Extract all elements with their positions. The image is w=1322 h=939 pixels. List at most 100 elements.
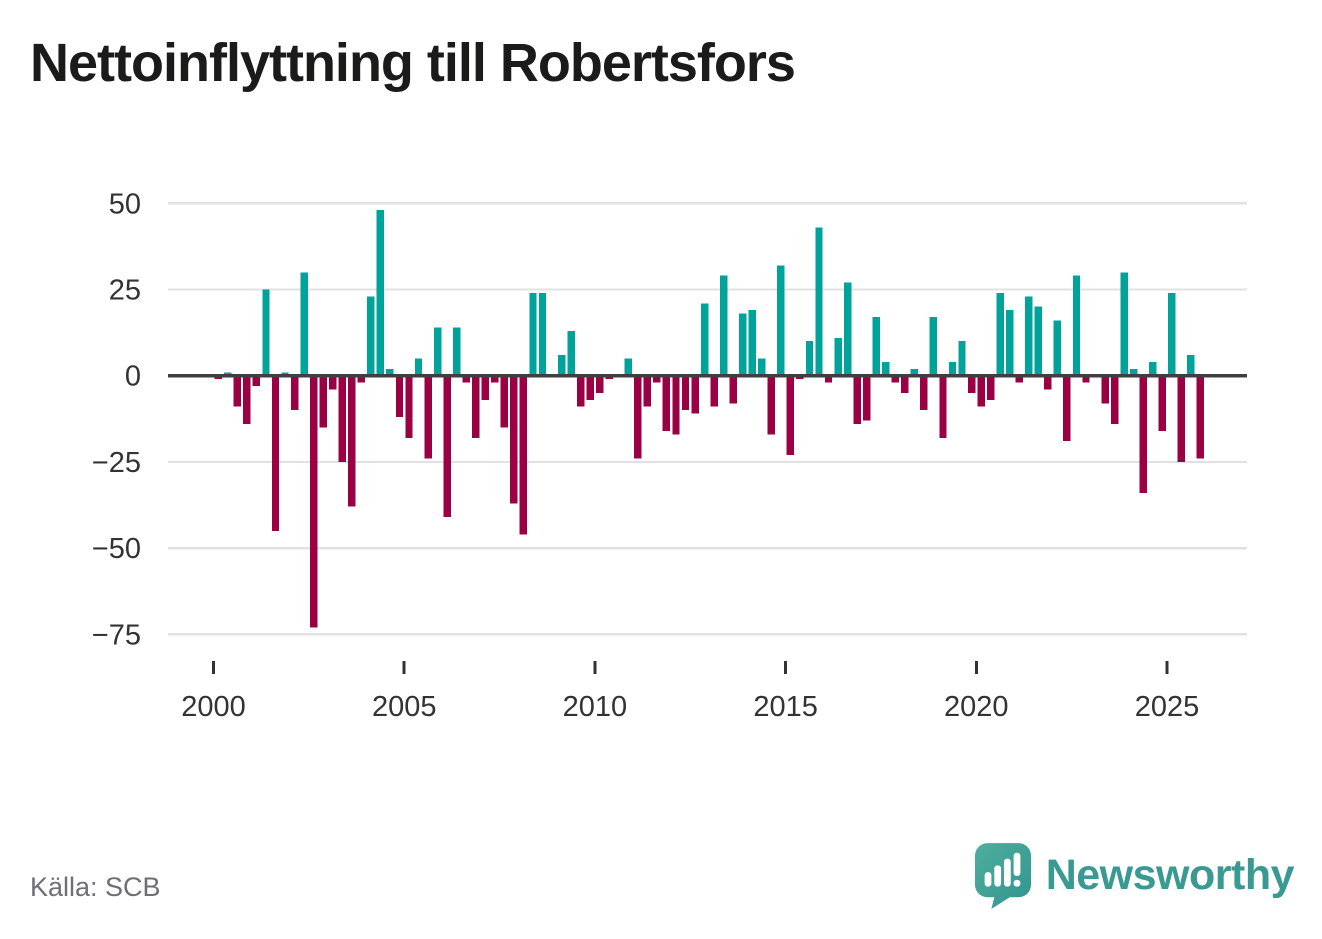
bar-2017Q2 — [872, 317, 880, 376]
bar-2014Q4 — [777, 265, 785, 376]
logo-bar-small — [984, 872, 992, 887]
bar-2019Q3 — [958, 341, 966, 376]
bar-2016Q2 — [834, 337, 842, 376]
bar-2005Q3 — [424, 375, 432, 459]
bar-2006Q3 — [462, 375, 470, 383]
bar-2012Q4 — [700, 303, 709, 376]
bar-2000Q3 — [233, 375, 242, 407]
bar-2013Q1 — [710, 375, 718, 407]
bar-2003Q1 — [329, 375, 337, 390]
bar-2023Q2 — [1101, 375, 1109, 404]
bar-2011Q3 — [653, 375, 661, 383]
bar-2018Q2 — [910, 368, 919, 376]
x-axis-label: 2005 — [372, 691, 437, 723]
bar-2022Q3 — [1072, 275, 1081, 376]
bar-2003Q3 — [348, 375, 356, 507]
bar-2007Q4 — [510, 375, 518, 504]
bar-2017Q4 — [891, 375, 899, 383]
bar-2003Q2 — [338, 375, 346, 462]
bar-2004Q2 — [376, 210, 385, 376]
bar-2009Q1 — [557, 355, 566, 376]
bar-2001Q1 — [252, 375, 261, 387]
bar-2018Q4 — [929, 317, 938, 376]
bar-2025Q3 — [1187, 355, 1195, 376]
newsworthy-logo-icon — [974, 843, 1031, 909]
bar-2012Q2 — [681, 375, 690, 411]
y-axis-label: −50 — [92, 533, 141, 565]
bar-2018Q3 — [920, 375, 928, 411]
logo-exclamation-dot — [1013, 879, 1021, 887]
bar-2023Q4 — [1120, 272, 1128, 376]
bar-2022Q2 — [1063, 375, 1071, 442]
speech-bubble-shape — [974, 843, 1031, 909]
y-axis-label: 25 — [109, 275, 141, 307]
bar-2013Q2 — [719, 275, 728, 376]
bar-2025Q1 — [1168, 292, 1176, 376]
bar-2025Q4 — [1196, 375, 1205, 459]
chart-title: Nettoinflyttning till Robertsfors — [30, 33, 796, 93]
x-axis-label: 2015 — [753, 691, 818, 723]
bar-2005Q1 — [405, 375, 413, 438]
bar-2015Q4 — [815, 227, 823, 376]
logo-bar-tall — [1003, 858, 1011, 887]
bar-2001Q3 — [271, 375, 280, 531]
bar-2009Q3 — [576, 375, 585, 407]
bar-2002Q1 — [290, 375, 299, 411]
bar-2015Q1 — [786, 375, 795, 456]
bar-2011Q1 — [634, 375, 642, 459]
bar-2020Q2 — [986, 375, 995, 400]
y-axis-label: −75 — [92, 619, 141, 651]
bar-2020Q3 — [996, 292, 1004, 376]
bar-2016Q4 — [853, 375, 861, 424]
bar-2022Q4 — [1082, 375, 1090, 383]
x-axis-label: 2025 — [1135, 691, 1200, 723]
y-axis-label: 0 — [125, 361, 141, 393]
y-axis-label: 50 — [109, 188, 141, 220]
bar-2001Q2 — [262, 289, 270, 376]
bar-2022Q1 — [1053, 320, 1062, 376]
bar-2025Q2 — [1177, 375, 1186, 462]
bar-2013Q3 — [729, 375, 737, 404]
bar-2019Q4 — [967, 375, 976, 393]
bar-2002Q3 — [309, 375, 318, 628]
bar-2024Q4 — [1158, 375, 1166, 431]
bar-2008Q2 — [529, 292, 537, 376]
bar-2021Q1 — [1015, 375, 1023, 383]
bar-2003Q4 — [357, 375, 366, 383]
bar-2012Q3 — [691, 375, 699, 414]
bar-2010Q1 — [596, 375, 604, 393]
brand-footer: Newsworthy — [974, 842, 1295, 910]
bar-2024Q2 — [1139, 375, 1147, 493]
bar-2007Q1 — [481, 375, 489, 400]
bar-2000Q4 — [243, 375, 251, 424]
bar-2002Q4 — [319, 375, 327, 428]
bar-2019Q1 — [939, 375, 947, 438]
bar-2009Q2 — [567, 330, 575, 376]
bar-2017Q3 — [882, 361, 890, 376]
bar-2004Q3 — [386, 368, 394, 376]
x-axis-label: 2010 — [563, 691, 628, 723]
bar-2016Q3 — [843, 282, 852, 376]
bar-2020Q1 — [977, 375, 985, 407]
bar-2012Q1 — [672, 375, 680, 435]
logo-bar-medium — [994, 865, 1001, 887]
bar-2015Q3 — [805, 341, 814, 376]
bar-2014Q3 — [767, 375, 776, 435]
bar-2024Q3 — [1149, 361, 1157, 376]
source-note: Källa: SCB — [30, 872, 161, 902]
bar-2014Q1 — [748, 310, 756, 376]
bar-2016Q1 — [824, 375, 833, 383]
bar-2009Q4 — [586, 375, 594, 400]
bar-2021Q2 — [1025, 296, 1033, 376]
x-axis-label: 2000 — [181, 691, 246, 723]
bar-2017Q1 — [862, 375, 871, 421]
bar-2011Q2 — [643, 375, 652, 407]
bar-2014Q2 — [758, 358, 766, 376]
x-axis-label: 2020 — [944, 691, 1009, 723]
bar-2006Q2 — [452, 327, 461, 376]
bar-2002Q2 — [300, 272, 308, 376]
bar-2004Q1 — [367, 296, 375, 376]
bar-2018Q1 — [901, 375, 909, 393]
bar-chart: 50 25 0 −25 −50 −75 2000 2005 2010 2015 2020 2025 — [92, 188, 1247, 723]
